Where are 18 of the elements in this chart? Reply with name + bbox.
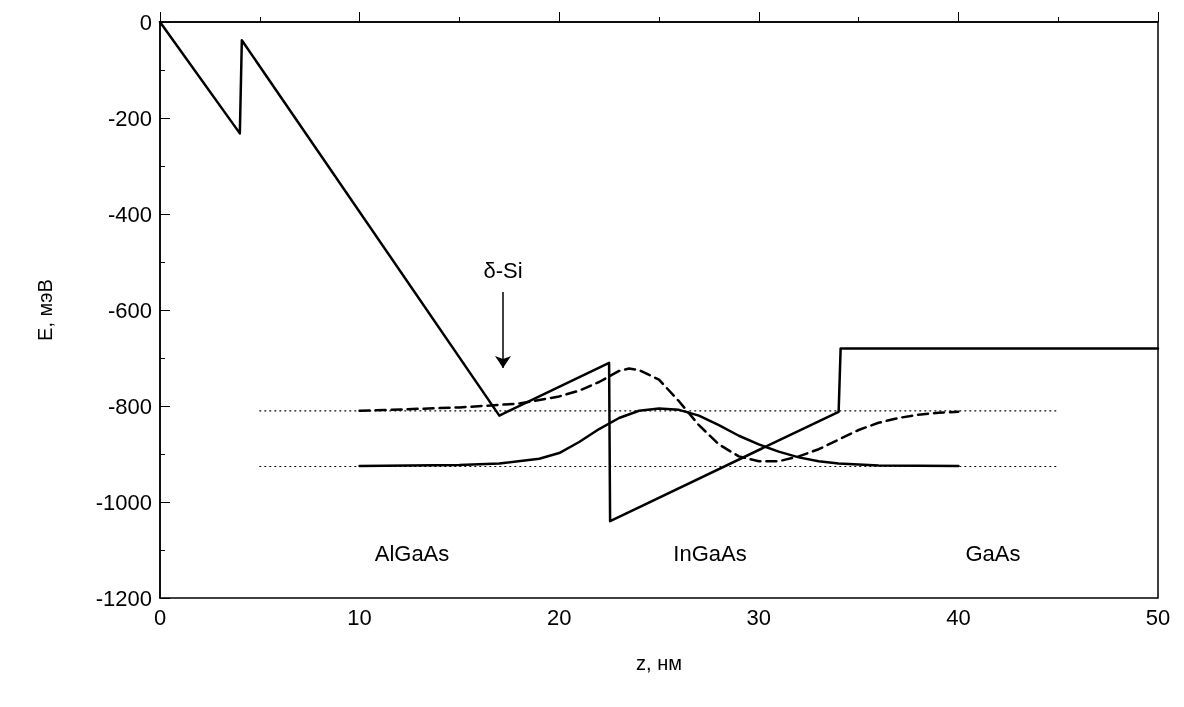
y-tick-label: 0 [139, 9, 152, 35]
x-tick-label: 30 [746, 604, 772, 630]
annotation: AlGaAs [374, 540, 450, 566]
annotation: InGaAs [673, 540, 747, 566]
y-tick-label: -600 [107, 297, 152, 323]
x-axis-title: z, нм [636, 652, 682, 674]
y-axis-title: E, мэВ [34, 279, 56, 341]
y-tick-label: -1000 [95, 489, 152, 515]
y-tick-label: -1200 [95, 585, 152, 611]
annotation: GaAs [965, 540, 1021, 566]
y-tick-label: -400 [107, 201, 152, 227]
y-tick-label: -200 [107, 105, 152, 131]
x-tick-label: 10 [347, 604, 372, 630]
x-tick-label: 40 [946, 604, 971, 630]
x-tick-label: 50 [1145, 604, 1171, 630]
annotation: δ-Si [483, 257, 523, 283]
y-tick-label: -800 [107, 393, 152, 419]
x-tick-label: 20 [546, 604, 572, 630]
